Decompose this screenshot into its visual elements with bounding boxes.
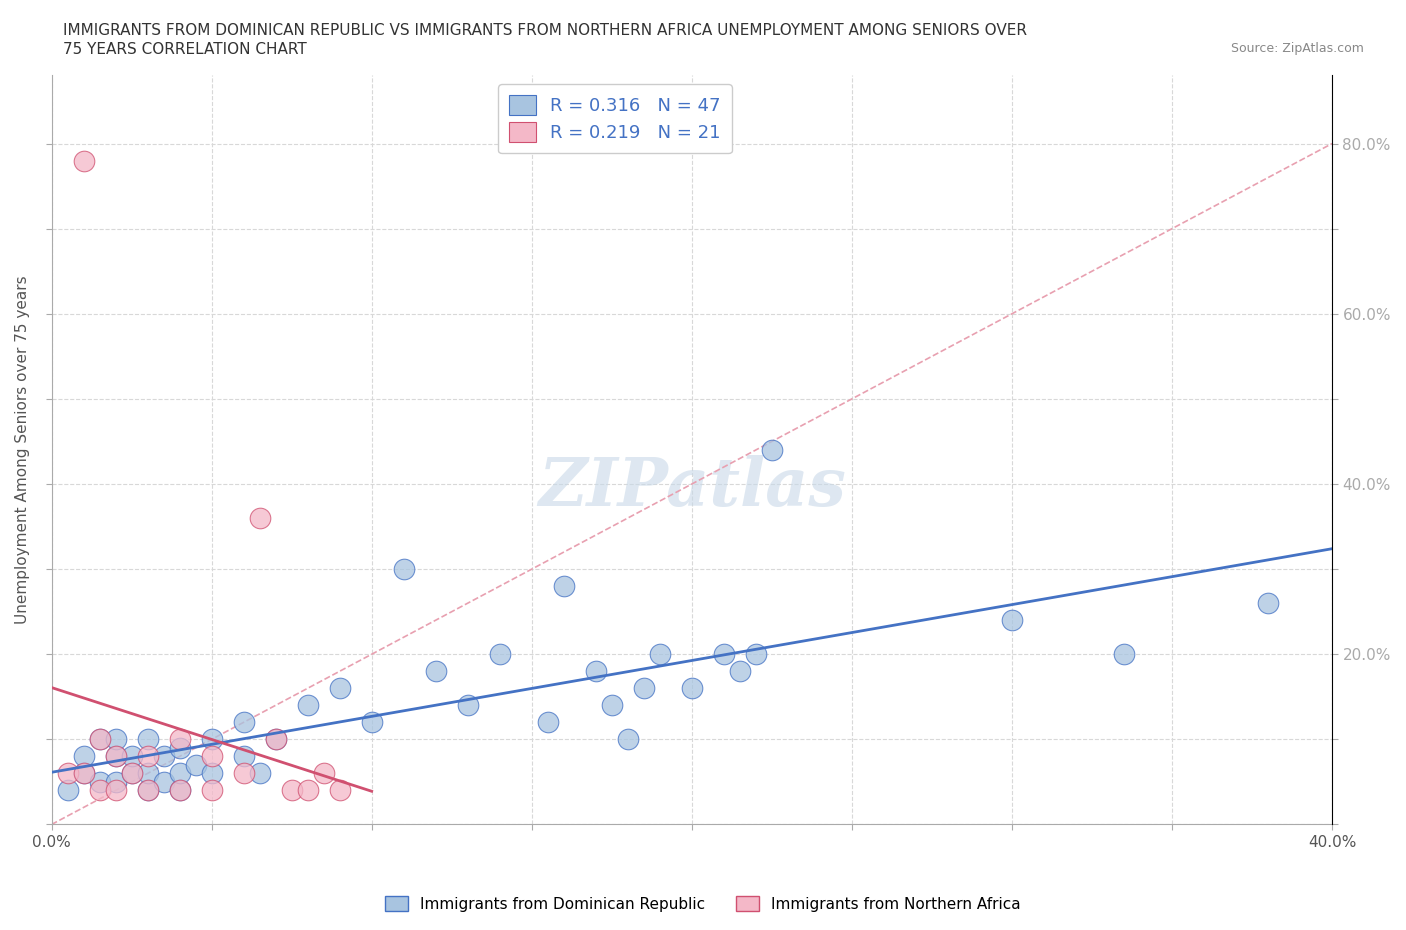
Point [329, 681, 352, 696]
Point [184, 757, 207, 772]
Point [553, 578, 575, 593]
Point [89, 732, 111, 747]
Point [89, 775, 111, 790]
Point [1001, 613, 1024, 628]
Point [648, 646, 671, 661]
Point [104, 783, 127, 798]
Point [633, 681, 655, 696]
Point [264, 732, 287, 747]
Point [312, 766, 335, 781]
Point [249, 766, 271, 781]
Point [681, 681, 703, 696]
Point [136, 783, 159, 798]
Legend: Immigrants from Dominican Republic, Immigrants from Northern Africa: Immigrants from Dominican Republic, Immi… [380, 889, 1026, 918]
Point [121, 766, 143, 781]
Point [169, 783, 191, 798]
Point [360, 715, 382, 730]
Point [136, 732, 159, 747]
Point [1257, 596, 1279, 611]
Point [488, 646, 510, 661]
Point [169, 783, 191, 798]
Point [104, 775, 127, 790]
Point [616, 732, 638, 747]
Point [249, 511, 271, 525]
Text: IMMIGRANTS FROM DOMINICAN REPUBLIC VS IMMIGRANTS FROM NORTHERN AFRICA UNEMPLOYME: IMMIGRANTS FROM DOMINICAN REPUBLIC VS IM… [63, 23, 1028, 38]
Point [72, 153, 94, 168]
Point [232, 749, 254, 764]
Point [200, 766, 222, 781]
Point [745, 646, 768, 661]
Point [121, 766, 143, 781]
Point [329, 783, 352, 798]
Point [89, 732, 111, 747]
Point [1112, 646, 1135, 661]
Point [169, 766, 191, 781]
Point [457, 698, 479, 712]
Point [169, 732, 191, 747]
Point [104, 749, 127, 764]
Point [104, 749, 127, 764]
Point [600, 698, 623, 712]
Point [72, 749, 94, 764]
Point [392, 562, 415, 577]
Point [297, 698, 319, 712]
Point [89, 783, 111, 798]
Point [537, 715, 560, 730]
Point [152, 749, 174, 764]
Point [232, 766, 254, 781]
Point [200, 783, 222, 798]
Point [121, 749, 143, 764]
Point [72, 766, 94, 781]
Point [104, 732, 127, 747]
Point [297, 783, 319, 798]
Point [136, 766, 159, 781]
Point [425, 664, 447, 679]
Point [713, 646, 735, 661]
Point [169, 740, 191, 755]
Point [136, 783, 159, 798]
Text: ZIPatlas: ZIPatlas [538, 455, 846, 520]
Point [280, 783, 302, 798]
Point [232, 715, 254, 730]
Point [136, 749, 159, 764]
Text: 75 YEARS CORRELATION CHART: 75 YEARS CORRELATION CHART [63, 42, 307, 57]
Point [761, 443, 783, 458]
Point [728, 664, 751, 679]
Point [264, 732, 287, 747]
Point [152, 775, 174, 790]
Point [56, 783, 79, 798]
Legend: R = 0.316   N = 47, R = 0.219   N = 21: R = 0.316 N = 47, R = 0.219 N = 21 [498, 85, 731, 153]
Point [200, 732, 222, 747]
Y-axis label: Unemployment Among Seniors over 75 years: Unemployment Among Seniors over 75 years [15, 275, 30, 624]
Point [585, 664, 607, 679]
Point [200, 749, 222, 764]
Point [56, 766, 79, 781]
Point [72, 766, 94, 781]
Text: Source: ZipAtlas.com: Source: ZipAtlas.com [1230, 42, 1364, 55]
